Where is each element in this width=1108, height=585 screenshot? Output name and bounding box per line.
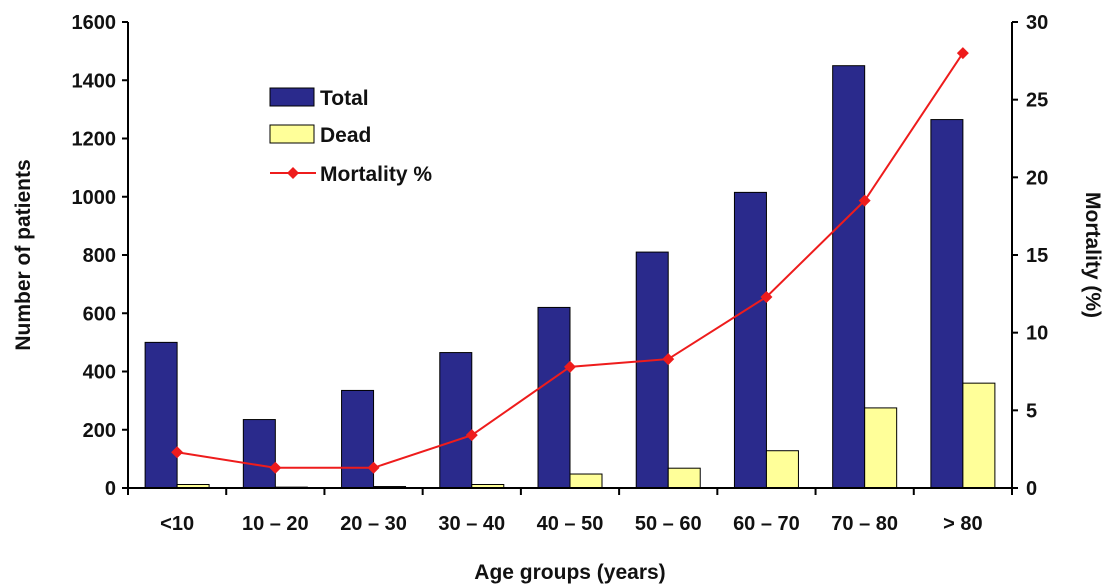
x-tick-label: 30 – 40: [438, 513, 505, 535]
y2-tick-label: 10: [1026, 323, 1048, 345]
x-tick-label: 70 – 80: [831, 513, 898, 535]
y2-axis-title: Mortality (%): [1081, 192, 1104, 318]
bar-total: [930, 119, 964, 489]
legend-label-total: Total: [320, 87, 369, 110]
y-tick-label: 200: [83, 420, 116, 442]
bar-dead: [667, 467, 701, 489]
y-tick-label: 1400: [72, 70, 117, 92]
x-tick-label: <10: [160, 513, 194, 535]
x-tick-label: 50 – 60: [635, 513, 702, 535]
x-tick-label: 60 – 70: [733, 513, 800, 535]
y-tick-label: 1000: [72, 187, 117, 209]
legend-label-mortality: Mortality %: [320, 163, 432, 186]
bar-total: [733, 191, 767, 489]
y2-tick-label: 20: [1026, 167, 1048, 189]
y-tick-label: 800: [83, 245, 116, 267]
y2-tick-label: 5: [1026, 400, 1037, 422]
mortality-point: [269, 461, 282, 474]
x-tick-label: > 80: [943, 513, 982, 535]
bar-total: [635, 251, 669, 489]
mortality-point: [171, 446, 184, 459]
bar-dead: [569, 473, 603, 489]
bar-total: [537, 306, 571, 489]
mortality-point: [367, 461, 380, 474]
y-axis-title: Number of patients: [12, 159, 35, 350]
y2-tick-label: 25: [1026, 90, 1048, 112]
y-tick-label: 0: [105, 478, 116, 500]
bar-total: [144, 341, 178, 489]
bar-dead: [765, 450, 799, 489]
mortality-point: [858, 194, 871, 207]
bar-dead: [962, 382, 996, 489]
bar-total: [242, 419, 276, 489]
y-tick-label: 1200: [72, 129, 117, 151]
x-tick-label: 20 – 30: [340, 513, 407, 535]
legend-swatch-total: [269, 87, 315, 107]
legend-swatch-dead: [269, 124, 315, 144]
tick-labels-layer: 0 200 400 600 800 1000 1200 1400 1600 0 5 10 15 20 25 3…: [72, 12, 1049, 535]
bar-total: [341, 389, 375, 489]
y2-tick-label: 30: [1026, 12, 1048, 34]
legend-swatch-mortality-marker: [287, 167, 299, 179]
mortality-point: [564, 360, 576, 373]
mortality-point: [956, 47, 969, 60]
mortality-point: [760, 290, 773, 303]
bar-total: [832, 65, 866, 489]
x-tick-label: 40 – 50: [537, 513, 604, 535]
bar-dead: [864, 407, 898, 489]
legend: Total Dead Mortality %: [255, 75, 477, 193]
y-tick-label: 600: [83, 303, 116, 325]
legend-label-dead: Dead: [320, 124, 371, 147]
mortality-point: [662, 353, 675, 366]
y-tick-label: 1600: [72, 12, 117, 34]
bar-total: [439, 352, 473, 489]
axes-layer: [122, 21, 1018, 495]
y2-tick-label: 15: [1026, 245, 1048, 267]
y2-tick-label: 0: [1026, 478, 1037, 500]
x-tick-label: 10 – 20: [242, 513, 309, 535]
y-tick-label: 400: [83, 362, 116, 384]
mortality-line-layer: [171, 47, 969, 474]
x-axis-title: Age groups (years): [474, 561, 665, 584]
mortality-point: [465, 429, 478, 442]
